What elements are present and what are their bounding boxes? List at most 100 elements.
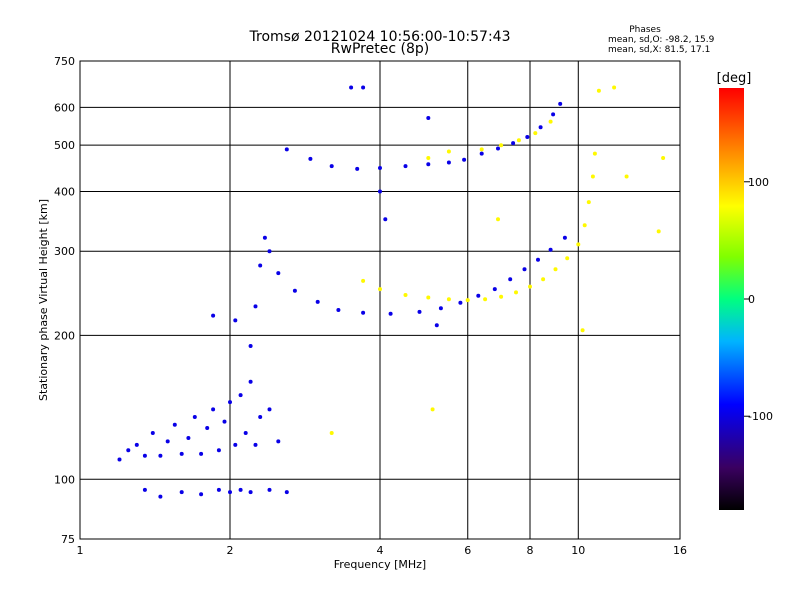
o-mode-point — [179, 451, 184, 456]
x-mode-point — [499, 294, 504, 299]
o-mode-point — [284, 147, 289, 152]
o-mode-point — [458, 300, 463, 305]
o-mode-point — [308, 156, 313, 161]
o-mode-point — [538, 125, 543, 130]
x-mode-point — [656, 229, 661, 234]
x-mode-point — [361, 278, 366, 283]
colorbar-label: [deg] — [717, 71, 752, 86]
x-mode-point — [661, 156, 666, 160]
y-tick-label: 500 — [54, 139, 75, 152]
x-mode-point — [465, 298, 470, 303]
o-mode-point — [165, 439, 170, 444]
x-mode-point — [528, 284, 532, 289]
o-mode-point — [150, 431, 155, 435]
colorbar-tick-label: -100 — [748, 410, 773, 423]
colorbar-tick-label: 100 — [748, 176, 769, 189]
x-mode-point — [446, 297, 451, 302]
x-axis-label: Frequency [MHz] — [334, 558, 426, 571]
o-mode-point — [522, 267, 527, 272]
o-mode-point — [276, 271, 281, 276]
x-mode-point — [576, 242, 581, 247]
o-mode-point — [562, 235, 567, 240]
o-mode-point — [446, 160, 451, 165]
o-mode-point — [276, 439, 281, 444]
x-mode-point — [548, 119, 553, 124]
o-mode-point — [417, 309, 422, 314]
o-mode-point — [511, 141, 516, 146]
axis-ticks: 1 2 4 6 8 10 16 75 100 200 300 400 500 600 750 — [54, 55, 687, 557]
x-mode-point — [483, 297, 488, 302]
x-mode-point — [403, 293, 408, 297]
chart-title: Tromsø 20121024 10:56:00-10:57:43 — [249, 29, 511, 45]
x-mode-point — [553, 267, 558, 272]
o-mode-point — [253, 304, 258, 309]
o-mode-point — [134, 442, 139, 447]
o-mode-point — [551, 112, 556, 117]
o-mode-point — [378, 166, 382, 170]
o-mode-point — [216, 487, 221, 492]
y-tick-label: 200 — [54, 329, 75, 342]
o-mode-point — [243, 431, 248, 435]
x-mode-point — [586, 200, 591, 205]
x-mode-point — [426, 156, 431, 160]
x-mode-point — [446, 149, 451, 154]
o-mode-point — [253, 442, 258, 447]
o-mode-point — [117, 457, 122, 462]
o-mode-point — [508, 277, 513, 282]
o-mode-point — [205, 426, 210, 430]
o-mode-point — [258, 263, 263, 268]
o-mode-point — [438, 306, 443, 311]
x-tick-label: 10 — [571, 544, 585, 557]
x-mode-point — [624, 174, 629, 179]
o-mode-point — [238, 487, 243, 492]
o-mode-point — [496, 146, 500, 151]
o-mode-point — [558, 101, 563, 106]
x-tick-label: 16 — [673, 544, 687, 557]
o-mode-point — [361, 85, 366, 90]
o-mode-point — [158, 494, 163, 499]
o-mode-point — [426, 162, 431, 167]
x-tick-label: 6 — [464, 544, 471, 557]
x-mode-point — [592, 151, 597, 156]
y-tick-label: 300 — [54, 245, 75, 258]
y-tick-label: 100 — [54, 473, 75, 486]
o-mode-point — [349, 85, 354, 90]
o-mode-point — [388, 311, 393, 316]
o-mode-point — [462, 157, 467, 162]
x-tick-label: 2 — [227, 544, 234, 557]
o-mode-point — [211, 407, 216, 412]
y-axis-label: Stationary phase Virtual Height [km] — [37, 199, 50, 401]
o-mode-point — [248, 344, 253, 348]
o-mode-point — [361, 310, 366, 315]
o-mode-point — [179, 490, 184, 495]
o-mode-point — [199, 451, 204, 456]
x-mode-point — [430, 407, 435, 412]
x-mode-point — [426, 295, 431, 300]
x-mode-point — [582, 223, 587, 228]
o-mode-point — [248, 490, 253, 495]
x-mode-point — [514, 290, 518, 295]
x-mode-point — [496, 217, 500, 222]
o-mode-point — [267, 249, 272, 254]
o-mode-point — [211, 313, 216, 318]
x-mode-point — [541, 277, 546, 282]
x-mode-point — [533, 131, 538, 136]
y-tick-label: 600 — [54, 101, 75, 114]
chart-subtitle: RwPretec (8p) — [331, 41, 429, 57]
x-mode-point — [499, 143, 504, 148]
colorbar — [719, 88, 744, 510]
o-mode-point — [336, 308, 341, 312]
o-mode-point — [426, 116, 431, 120]
o-mode-point — [172, 422, 177, 427]
o-mode-point — [186, 436, 191, 440]
o-mode-point — [142, 453, 147, 458]
o-mode-point — [536, 257, 540, 262]
o-mode-point — [258, 415, 263, 419]
x-mode-point — [378, 287, 382, 292]
o-mode-point — [267, 487, 272, 492]
colorbar-tick-label: 0 — [748, 293, 755, 306]
o-mode-point — [434, 323, 439, 328]
o-mode-point — [492, 287, 497, 292]
y-tick-label: 75 — [61, 533, 75, 546]
x-tick-label: 4 — [377, 544, 384, 557]
